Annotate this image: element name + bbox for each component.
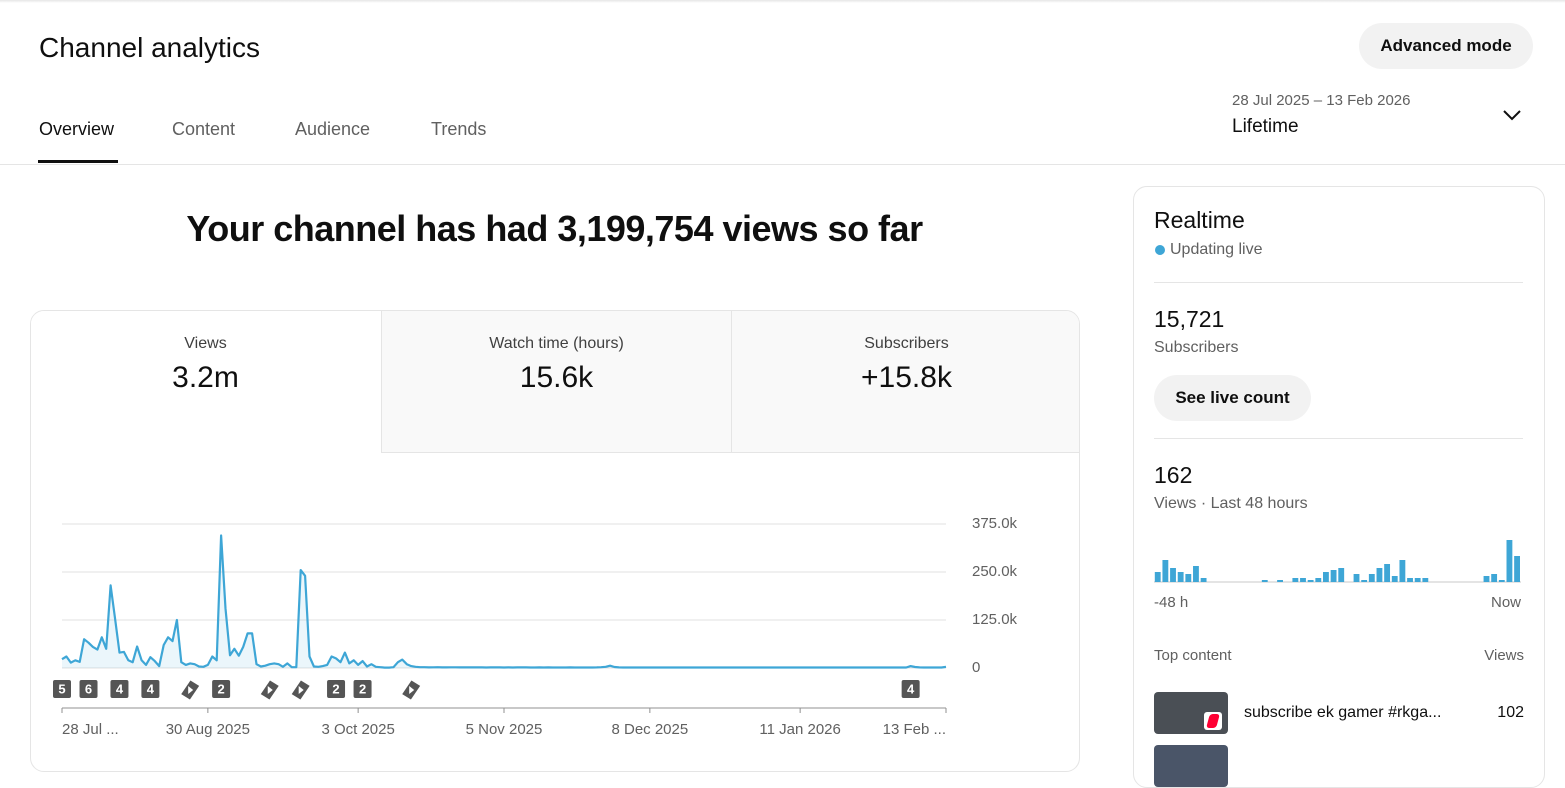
- page-title: Channel analytics: [39, 32, 261, 63]
- thumbnail[interactable]: [1154, 745, 1228, 787]
- top-shadow: [0, 0, 1565, 3]
- realtime-status: Updating live: [1170, 241, 1263, 258]
- metric-tile[interactable]: Subscribers +15.8k: [731, 311, 1079, 453]
- content-title[interactable]: subscribe ek gamer #rkga...: [1244, 704, 1442, 721]
- separator: [1154, 438, 1523, 439]
- views-count: 162: [1154, 462, 1193, 488]
- period[interactable]: Lifetime: [1232, 116, 1299, 137]
- thumbnail[interactable]: [1154, 692, 1228, 734]
- date-range[interactable]: 28 Jul 2025 – 13 Feb 2026: [1232, 92, 1411, 109]
- metric-label: Views: [184, 335, 227, 352]
- divider: [0, 164, 1565, 165]
- metrics-card: Views 3.2m Watch time (hours) 15.6k Subscr…: [30, 310, 1080, 772]
- headline: Your channel has had 3,199,754 views so …: [186, 208, 923, 249]
- metric-label: Subscribers: [864, 335, 949, 352]
- metric-label: Watch time (hours): [489, 335, 624, 352]
- column-header: Top content: [1154, 647, 1232, 664]
- views-label: Views · Last 48 hours: [1154, 495, 1308, 512]
- metric-value: 15.6k: [519, 361, 594, 394]
- see-live-count-button[interactable]: See live count: [1154, 375, 1311, 421]
- metric-value: +15.8k: [861, 361, 952, 394]
- metric-tile[interactable]: Watch time (hours) 15.6k: [381, 311, 731, 453]
- subscriber-label: Subscribers: [1154, 339, 1239, 356]
- realtime-title: Realtime: [1154, 207, 1245, 233]
- separator: [1154, 282, 1523, 283]
- tab-indicator: [38, 160, 118, 163]
- tab[interactable]: Trends: [431, 119, 487, 139]
- tab[interactable]: Audience: [295, 119, 371, 139]
- tab[interactable]: Overview: [39, 119, 115, 139]
- realtime-card: Realtime Updating live 15,721 Subscriber…: [1133, 186, 1545, 788]
- metric-value: 3.2m: [172, 361, 239, 394]
- subscriber-count: 15,721: [1154, 306, 1225, 332]
- advanced-mode-button[interactable]: Advanced mode: [1359, 23, 1533, 69]
- tab[interactable]: Content: [172, 119, 236, 139]
- dropdown-icon[interactable]: [1502, 108, 1522, 122]
- column-header: Views: [1484, 647, 1524, 664]
- metric-tile[interactable]: Views 3.2m: [31, 311, 380, 452]
- content-views: 102: [1497, 704, 1524, 721]
- live-dot: [1155, 245, 1165, 255]
